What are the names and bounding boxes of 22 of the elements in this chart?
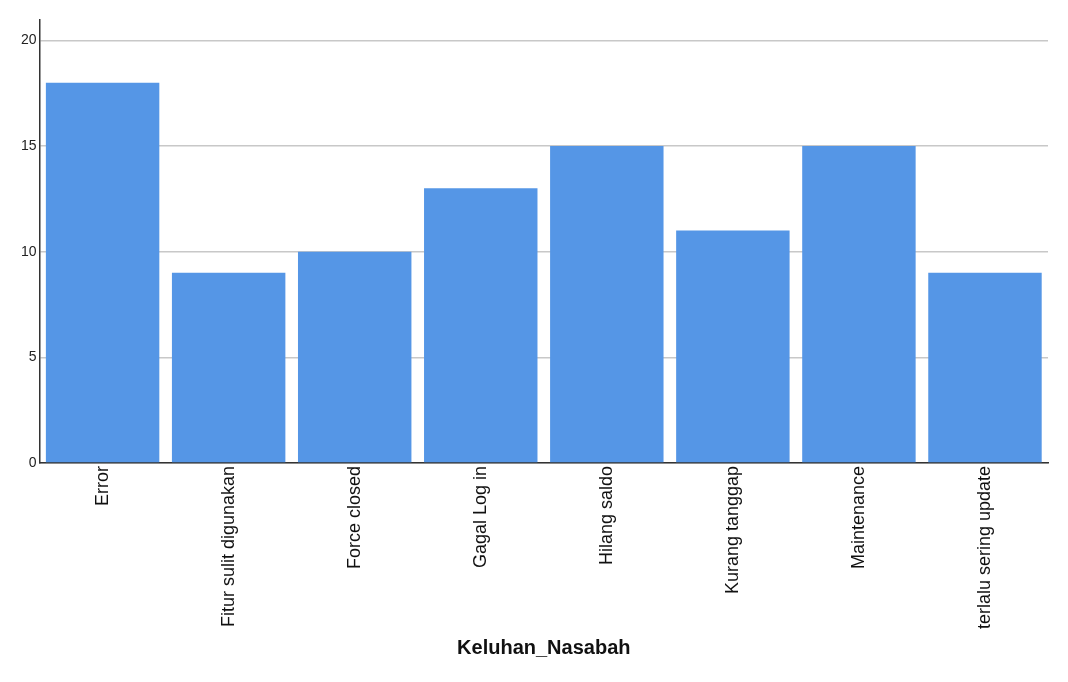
x-tick-label: Kurang tanggap: [721, 465, 742, 594]
y-tick-label: 0: [28, 453, 37, 470]
x-tick-label: Hilang saldo: [595, 465, 616, 565]
x-tick-label: Force closed: [343, 465, 364, 569]
bar: [45, 82, 160, 463]
x-axis-title: Keluhan_Nasabah: [457, 635, 631, 658]
x-tick-label: Gagal Log in: [469, 465, 490, 568]
bar: [676, 230, 790, 463]
bar: [424, 188, 538, 463]
bar: [550, 146, 664, 463]
x-tick-label: Fitur sulit digunakan: [217, 465, 238, 627]
y-tick-label: 10: [20, 242, 37, 259]
bar: [297, 251, 412, 463]
bar: [171, 272, 286, 463]
y-tick-label: 20: [20, 31, 37, 48]
y-tick-label: 15: [20, 136, 37, 153]
bar: [928, 272, 1042, 463]
y-tick-label: 5: [28, 348, 37, 365]
bar: [802, 146, 916, 463]
x-tick-label: Error: [91, 465, 112, 506]
x-tick-label: Maintenance: [847, 465, 868, 569]
x-tick-label: terlalu sering update: [973, 465, 994, 629]
